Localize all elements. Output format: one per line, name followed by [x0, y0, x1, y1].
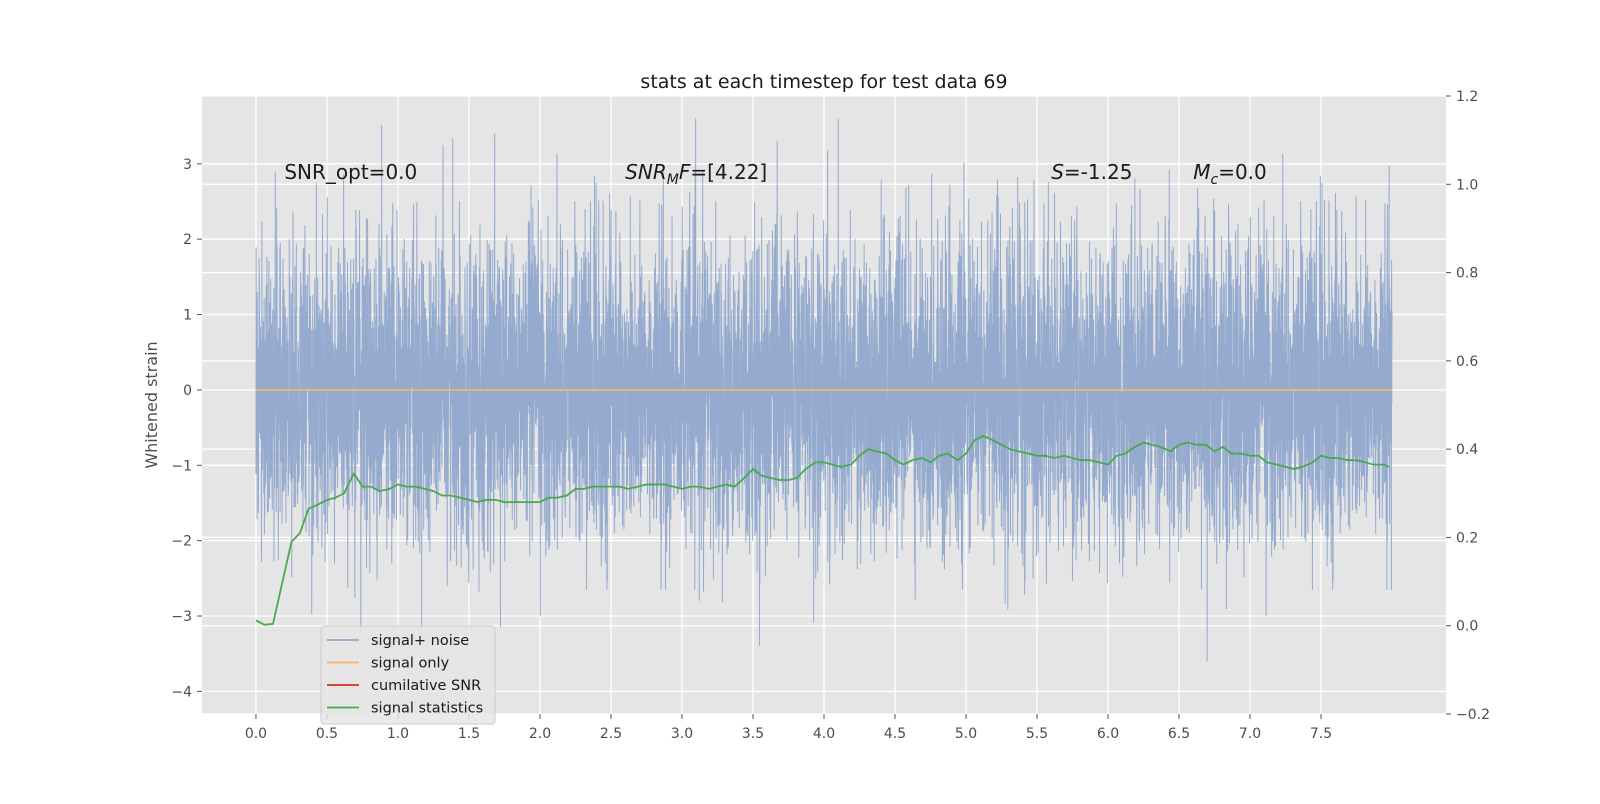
x-tick-label: 3.0 [671, 726, 693, 742]
y-tick-label: 3 [183, 157, 192, 173]
annotation-0: SNR_opt=0.0 [284, 160, 417, 184]
y2-tick-label: 0.0 [1456, 619, 1478, 635]
y-tick-label: 0 [183, 383, 192, 399]
signal-noise-series [255, 118, 1393, 662]
legend: signal+ noise signal only cumilative SNR si… [320, 625, 496, 725]
line-series [255, 389, 1393, 626]
annotation-3: Mc=0.0 [1193, 160, 1267, 188]
annotation-1: SNRMF=[4.22] [625, 160, 767, 188]
y-axis-label: Whitened strain [142, 341, 161, 468]
signal-statistics-line [255, 434, 1390, 626]
x-tick-label: 0.5 [316, 726, 338, 742]
y-tick-label: 2 [183, 232, 192, 248]
x-tick-label: 2.0 [529, 726, 551, 742]
legend-label: signal+ noise [371, 633, 469, 649]
y-tick-label: −3 [171, 609, 192, 625]
legend-box [320, 625, 496, 725]
x-tick-label: 1.0 [387, 726, 409, 742]
chart-title: stats at each timestep for test data 69 [640, 71, 1007, 93]
y-tick-label: −2 [171, 534, 192, 550]
y2-tick-label: 1.0 [1456, 177, 1478, 193]
y2-tick-label: 0.2 [1456, 530, 1478, 546]
legend-label: cumilative SNR [371, 678, 481, 694]
y2-tick-label: 0.8 [1456, 266, 1478, 282]
signal-noise-line [255, 118, 1393, 662]
y2-tick-label: −0.2 [1456, 707, 1490, 723]
x-tick-label: 3.5 [742, 726, 764, 742]
legend-label: signal only [371, 656, 450, 672]
x-tick-label: 0.0 [245, 726, 267, 742]
x-tick-label: 5.0 [955, 726, 977, 742]
x-tick-label: 2.5 [600, 726, 622, 742]
x-tick-label: 7.0 [1239, 726, 1261, 742]
x-tick-label: 6.0 [1097, 726, 1119, 742]
x-tick-label: 6.5 [1168, 726, 1190, 742]
annotation-2: S=-1.25 [1051, 160, 1132, 184]
legend-label: signal statistics [371, 701, 483, 717]
y2-tick-label: 0.6 [1456, 354, 1478, 370]
axes: 0.0 0.5 1.0 1.5 2.0 2.5 3.0 3.5 4.0 4.5 5.0 5.5 6.0 6… [171, 89, 1490, 742]
x-tick-label: 5.5 [1026, 726, 1048, 742]
y2-tick-label: 0.4 [1456, 442, 1478, 458]
annotations: SNR_opt=0.0 SNRMF=[4.22] S=-1.25 Mc=0.0 [284, 160, 1266, 188]
y-tick-label: −1 [171, 458, 192, 474]
y-tick-label: −4 [171, 684, 192, 700]
y-tick-label: 1 [183, 308, 192, 324]
x-tick-label: 4.5 [884, 726, 906, 742]
y2-tick-label: 1.2 [1456, 89, 1478, 105]
x-tick-label: 1.5 [458, 726, 480, 742]
x-tick-label: 4.0 [813, 726, 835, 742]
x-tick-label: 7.5 [1310, 726, 1332, 742]
